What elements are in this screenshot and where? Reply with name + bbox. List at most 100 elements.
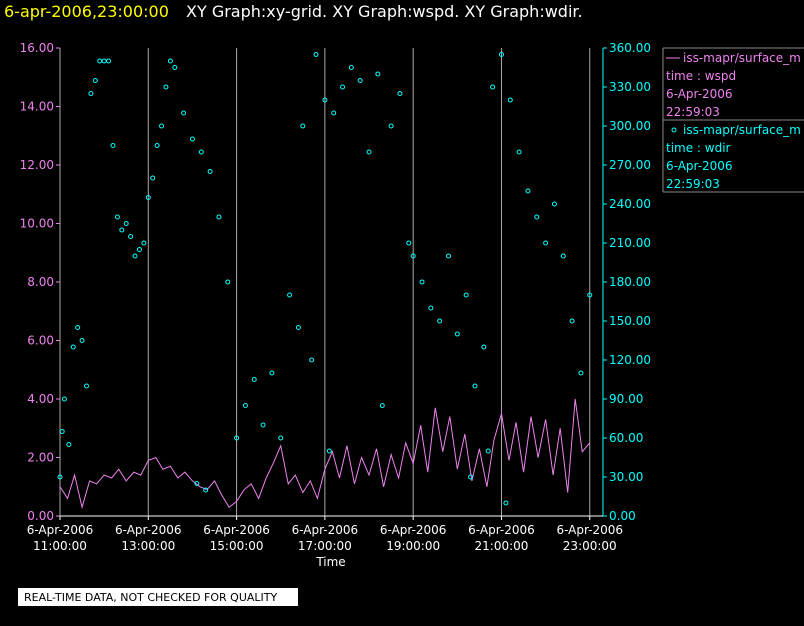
x-tick-date: 6-Apr-2006	[27, 523, 94, 537]
legend-text: time : wspd	[666, 69, 736, 83]
legend-text: time : wdir	[666, 141, 731, 155]
wdir-point	[313, 52, 319, 57]
wdir-point	[159, 123, 165, 129]
y2-tick-label: 330.00	[609, 80, 651, 94]
x-tick-date: 6-Apr-2006	[556, 523, 623, 537]
wdir-point	[145, 195, 151, 200]
x-tick-date: 6-Apr-2006	[115, 523, 182, 537]
wdir-point	[83, 383, 89, 389]
wdir-point	[132, 253, 138, 259]
y-tick-label: 12.00	[20, 158, 54, 172]
legend-text: 6-Apr-2006	[666, 159, 733, 173]
wdir-point	[543, 240, 549, 246]
wspd-line	[59, 398, 591, 510]
y2-tick-label: 300.00	[609, 119, 651, 133]
y2-tick-label: 0.00	[609, 509, 636, 523]
legend-name: iss-mapr/surface_m	[683, 123, 801, 137]
wdir-point	[322, 97, 328, 103]
wdir-point	[61, 396, 67, 402]
wdir-point	[468, 474, 474, 480]
chart-title: 6-apr-2006,23:00:00	[4, 2, 169, 21]
wdir-point	[437, 318, 443, 324]
x-tick-date: 6-Apr-2006	[203, 523, 270, 537]
chart-subtitle: XY Graph:xy-grid. XY Graph:wspd. XY Grap…	[186, 2, 583, 21]
y2-tick-label: 30.00	[609, 470, 643, 484]
y2-tick-label: 180.00	[609, 275, 651, 289]
wdir-point	[269, 370, 275, 376]
wdir-point	[260, 422, 266, 428]
wdir-point	[110, 143, 116, 148]
wdir-point	[198, 149, 204, 155]
y-tick-label: 2.00	[27, 451, 54, 465]
footer-text: REAL-TIME DATA, NOT CHECKED FOR QUALITY	[24, 591, 278, 604]
y2-tick-label: 120.00	[609, 353, 651, 367]
wdir-point	[498, 52, 504, 57]
wdir-point	[348, 65, 354, 70]
wdir-point	[287, 292, 293, 298]
y2-tick-label: 150.00	[609, 314, 651, 328]
wdir-point	[234, 435, 240, 441]
x-tick-label: 15:00:00	[210, 539, 264, 553]
x-tick-date: 6-Apr-2006	[468, 523, 535, 537]
wdir-point	[410, 253, 416, 259]
wdir-point	[445, 253, 451, 259]
legend-name: iss-mapr/surface_m	[683, 51, 801, 65]
wdir-point	[375, 71, 381, 77]
y-tick-label: 16.00	[20, 41, 54, 55]
y-tick-label: 6.00	[27, 334, 54, 348]
wdir-point	[163, 84, 169, 90]
wdir-point	[366, 149, 372, 155]
wdir-point	[194, 481, 200, 486]
y2-tick-label: 240.00	[609, 197, 651, 211]
wdir-point	[516, 149, 522, 155]
wdir-point	[207, 169, 213, 174]
x-tick-label: 21:00:00	[475, 539, 529, 553]
wdir-point	[295, 325, 301, 330]
wdir-point	[481, 344, 487, 350]
wdir-point	[525, 188, 531, 194]
wdir-point	[167, 58, 173, 64]
wdir-point	[92, 78, 98, 83]
wdir-point	[388, 123, 394, 129]
wdir-point	[587, 292, 593, 298]
x-tick-label: 11:00:00	[33, 539, 87, 553]
y-tick-label: 8.00	[27, 275, 54, 289]
legend-text: 6-Apr-2006	[666, 87, 733, 101]
wdir-point	[357, 78, 363, 83]
wdir-point	[225, 279, 231, 285]
wdir-point	[119, 227, 125, 233]
wdir-point	[75, 325, 81, 330]
wdir-point	[428, 305, 434, 311]
x-tick-date: 6-Apr-2006	[292, 523, 359, 537]
x-tick-label: 19:00:00	[386, 539, 440, 553]
y2-tick-label: 270.00	[609, 158, 651, 172]
wdir-point	[379, 403, 385, 408]
wdir-point	[463, 292, 469, 298]
wdir-point	[503, 500, 509, 506]
wdir-point	[326, 448, 332, 454]
wdir-point	[66, 442, 72, 447]
y2-tick-label: 360.00	[609, 41, 651, 55]
wdir-point	[123, 221, 129, 226]
y-tick-label: 0.00	[27, 509, 54, 523]
wdir-point	[578, 370, 584, 376]
wdir-point	[454, 331, 460, 337]
x-tick-label: 13:00:00	[121, 539, 175, 553]
wdir-point	[114, 214, 120, 220]
y-tick-label: 4.00	[27, 392, 54, 406]
wdir-point	[551, 201, 557, 207]
wdir-point	[128, 234, 134, 239]
wdir-point	[534, 214, 540, 220]
x-tick-date: 6-Apr-2006	[380, 523, 447, 537]
wdir-point	[278, 435, 284, 441]
y-tick-label: 14.00	[20, 100, 54, 114]
wdir-point	[154, 143, 160, 148]
wdir-point	[397, 91, 403, 96]
legend-swatch	[671, 127, 677, 133]
wdir-point	[309, 357, 315, 363]
wdir-point	[216, 214, 222, 220]
y-tick-label: 10.00	[20, 217, 54, 231]
